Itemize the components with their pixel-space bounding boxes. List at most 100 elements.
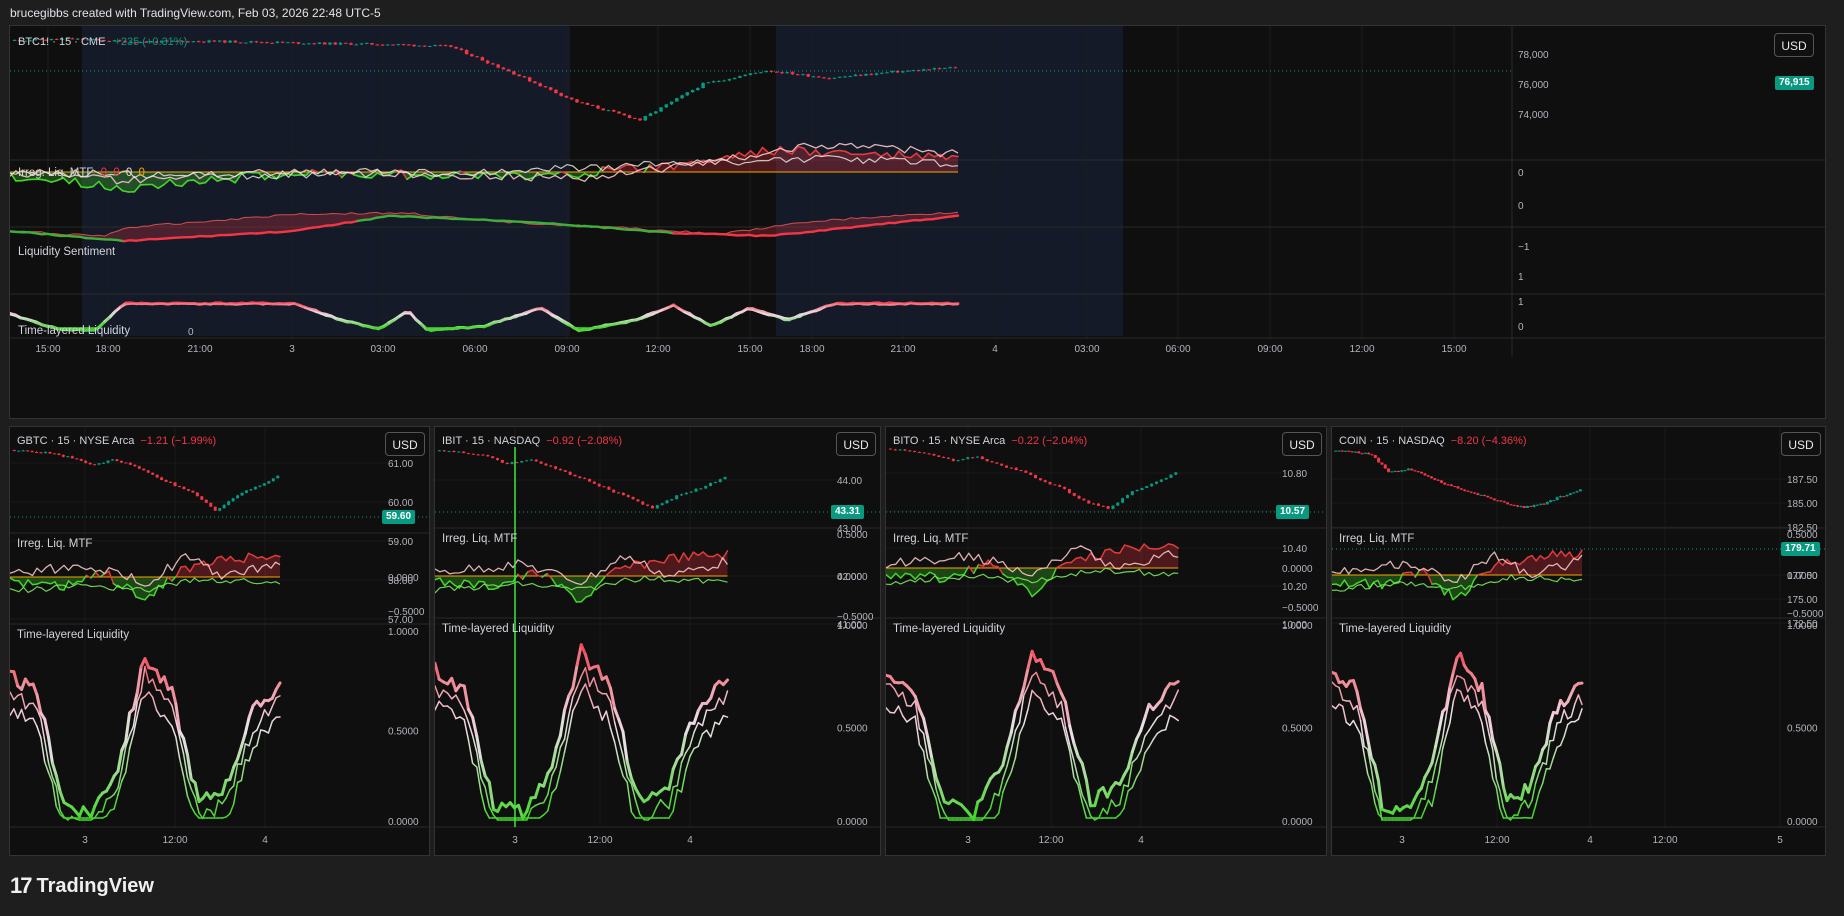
tll-line [936,303,944,306]
irreg-line [1026,587,1033,598]
irreg-fill [900,568,906,579]
tll-line [1172,680,1180,686]
tll-line [480,777,486,788]
tradingview-logo[interactable]: 17 TradingView [10,873,154,899]
irreg-line [10,142,959,185]
coin-candle [1516,505,1520,507]
btc-candle [774,71,779,73]
coin-candle [1400,470,1404,472]
tll-line [1481,722,1487,744]
irreg-line [1002,573,1009,579]
btc-candle [753,72,758,74]
tll-line [1134,729,1143,741]
ibit-panel[interactable]: 44.00 43.00 42.00 41.00 0.5000 0.0000 −0.5000 1… [434,426,881,856]
tll-line [1359,733,1365,756]
coin-time-axis-label: 5 [1777,835,1783,846]
ibit-price-scale-label: 43.00 [837,524,862,535]
bito-candle [937,455,941,457]
irreg-line [189,563,196,573]
tll-line [446,705,453,711]
tll-line [1431,764,1437,784]
main-change: +235 (+0.31%) [114,36,188,48]
bito-currency-button[interactable]: USD [1282,432,1322,456]
tll-line [1413,807,1419,819]
coin-panel[interactable]: 187.50 185.00 182.50 177.50 175.00 172.50 0.50… [1331,426,1826,856]
tll-line [1123,790,1129,810]
ibit-candle [437,450,441,452]
tll-line [1006,771,1012,782]
tll-line [108,774,116,786]
irreg-fill [1369,575,1374,588]
bito-chart-canvas[interactable]: 10.8010.6010.4010.2010.000.0000−0.50001.… [886,427,1327,856]
btc-candle [554,89,558,93]
tll-line [1488,733,1494,751]
gbtc-chart-canvas[interactable]: 61.0060.0059.0058.0057.000.0000−0.50001.… [10,427,430,856]
tll-line [613,741,620,763]
btc-candle [533,81,537,84]
irreg-line [1547,550,1554,558]
tll-line [680,769,687,793]
irreg-line [335,170,343,179]
gbtc-candle [57,453,61,455]
irreg-fill [845,151,852,172]
irreg-fill [1432,575,1437,585]
tll-line [1068,744,1075,762]
irreg-line [21,178,29,182]
irreg-fill [508,576,513,582]
tll-line [330,316,338,321]
ibit-candle [544,463,548,466]
irreg-line [536,574,543,578]
tll-line [351,321,359,325]
tll-line [1570,703,1576,718]
btc-candle [717,80,721,82]
ibit-chart-canvas[interactable]: 44.0043.0042.0041.000.50000.0000−0.50001… [435,427,881,856]
main-chart-panel[interactable]: 78,000 76,000 74,000 0 0 −1 1 1 0 15:00 18:00 21:00… [9,25,1826,419]
irreg-line [1472,573,1479,582]
irreg-fill [104,571,109,577]
gbtc-time-axis-label: 4 [262,835,268,846]
coin-chart-canvas[interactable]: 187.50185.00182.50177.50175.00172.500.50… [1332,427,1826,856]
irreg-line [225,555,232,562]
ibit-currency-button[interactable]: USD [836,432,876,456]
tll-line [319,312,327,317]
irreg-line [1539,554,1546,560]
tll-line [204,303,211,306]
tll-line [182,736,189,757]
tll-line [1577,694,1583,706]
irreg-line [435,555,729,586]
tll-line [634,799,641,816]
gbtc-panel[interactable]: 61.00 60.00 59.00 58.00 57.00 0.0000 −0.5000 1.… [9,426,430,856]
btc-candle [633,117,637,119]
irreg-fill [140,577,145,600]
irreg-fill [275,555,280,577]
gbtc-candle [12,450,16,452]
coin-currency-button[interactable]: USD [1781,432,1821,456]
gbtc-currency-button[interactable]: USD [385,432,425,456]
tll-line [455,694,461,704]
coin-time-axis-label: 12:00 [1652,835,1677,846]
tll-line [104,315,111,324]
main-time-axis-label: 06:00 [1165,344,1190,355]
irreg-fill [634,560,640,576]
tll-line [571,663,579,690]
main-currency-button[interactable]: USD [1774,33,1814,57]
tll-line [128,725,135,737]
tll-line [622,775,628,784]
tll-line [274,681,282,692]
bito-tll-label: Time-layered Liquidity [893,623,1006,635]
irreg-fill [185,566,190,577]
irreg-fill [478,576,484,582]
tll-line [554,734,562,749]
btc-candle [743,74,747,77]
btc-candle [627,115,632,118]
irreg-line [483,580,490,591]
coin-candle [1416,471,1420,473]
tll-line [617,718,625,734]
irreg-line [604,570,612,577]
irreg-line [655,162,663,172]
irreg-fill [1090,553,1096,568]
irreg-fill [910,153,917,172]
bito-panel[interactable]: 10.8010.6010.4010.2010.000.0000−0.50001.… [885,426,1327,856]
tll-line [1356,704,1362,722]
